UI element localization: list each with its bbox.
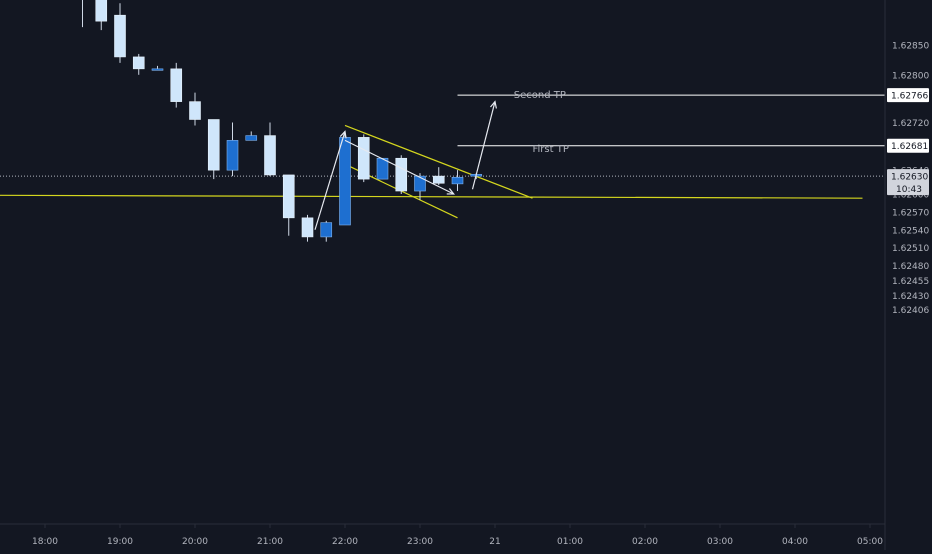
time-tick-label: 05:00 — [857, 537, 883, 547]
price-tick-label: 1.62720 — [892, 119, 929, 129]
price-tick-label: 1.62850 — [892, 42, 929, 52]
candle[interactable] — [171, 63, 182, 108]
candle[interactable] — [208, 120, 219, 180]
candle-body — [96, 0, 107, 21]
price-tick-label: 1.62510 — [892, 244, 929, 254]
candle-body — [246, 136, 257, 141]
price-tick-label: 1.62430 — [892, 292, 929, 302]
price-tick-label: 1.62480 — [892, 262, 929, 272]
candle-body — [152, 69, 163, 71]
candle-body — [433, 176, 444, 183]
time-tick-label: 01:00 — [557, 537, 583, 547]
candle-body — [415, 176, 426, 191]
candle-body — [358, 137, 369, 179]
time-tick-label: 19:00 — [107, 537, 133, 547]
price-badge[interactable]: 1.62681 — [887, 139, 929, 153]
candle-body — [265, 136, 276, 175]
price-badge-label: 1.62766 — [891, 92, 928, 102]
time-tick-label: 21 — [489, 537, 500, 547]
price-tick-label: 1.62570 — [892, 208, 929, 218]
price-tick-label: 1.62800 — [892, 71, 929, 81]
candle[interactable] — [396, 155, 407, 194]
time-tick-label: 02:00 — [632, 537, 658, 547]
countdown-label: 10:43 — [896, 185, 922, 195]
time-tick-label: 04:00 — [782, 537, 808, 547]
candle-body — [283, 175, 294, 218]
annotation-label: Second TP — [514, 90, 566, 101]
time-tick-label: 03:00 — [707, 537, 733, 547]
candle-body — [115, 15, 126, 57]
time-tick-label: 18:00 — [32, 537, 58, 547]
current-price-badge[interactable]: 1.62630 10:43 — [887, 169, 929, 195]
price-badge-label: 1.62681 — [891, 142, 928, 152]
candle-body — [208, 120, 219, 171]
candle-body — [171, 69, 182, 102]
candle-body — [321, 223, 332, 237]
candle-body — [227, 140, 238, 170]
price-tick-label: 1.62455 — [892, 277, 929, 287]
candle-body — [190, 102, 201, 120]
candle-body — [133, 57, 144, 69]
current-price-label: 1.62630 — [891, 173, 928, 183]
candle-body — [452, 177, 463, 184]
candle-body — [302, 218, 313, 237]
price-badge[interactable]: 1.62766 — [887, 88, 929, 102]
time-tick-label: 23:00 — [407, 537, 433, 547]
candle[interactable] — [358, 134, 369, 182]
time-tick-label: 20:00 — [182, 537, 208, 547]
price-tick-label: 1.62406 — [892, 306, 929, 316]
annotation-label: First TP — [533, 144, 569, 155]
candle-body — [340, 137, 351, 225]
time-tick-label: 22:00 — [332, 537, 358, 547]
candle-body — [396, 158, 407, 191]
price-tick-label: 1.62540 — [892, 226, 929, 236]
time-tick-label: 21:00 — [257, 537, 283, 547]
